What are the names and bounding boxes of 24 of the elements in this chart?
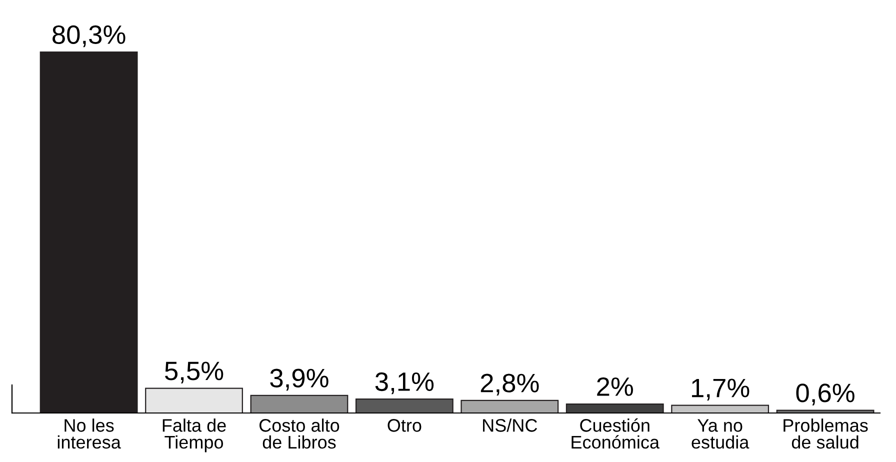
data-label: 3,9% — [270, 368, 328, 391]
x-tick-label: Otro — [388, 419, 422, 432]
bar — [250, 394, 348, 413]
data-label: 2,8% — [480, 374, 539, 396]
x-tick-label: Falta de Tiempo — [162, 418, 226, 452]
data-label: 0,6% — [796, 384, 854, 406]
bar — [566, 403, 664, 413]
data-label: 1,7% — [692, 378, 750, 400]
bar — [40, 51, 138, 413]
data-label: 80,3% — [52, 25, 126, 48]
x-tick-label: No les interesa — [58, 418, 121, 449]
x-tick-label: Ya no estudia — [692, 419, 750, 449]
bar — [776, 410, 874, 413]
bar — [355, 398, 454, 413]
x-tick-label: Costo alto de Libros — [260, 418, 340, 449]
x-tick-label: Cuestión Económica — [572, 418, 660, 449]
bar — [145, 388, 243, 413]
x-tick-label: NS/NC — [483, 418, 538, 432]
data-label: 2% — [597, 377, 633, 396]
bar — [460, 400, 559, 413]
bar — [671, 404, 770, 413]
data-label: 3,1% — [375, 372, 434, 394]
data-label: 5,5% — [165, 362, 224, 384]
x-tick-label: Problemas de salud — [784, 418, 868, 449]
